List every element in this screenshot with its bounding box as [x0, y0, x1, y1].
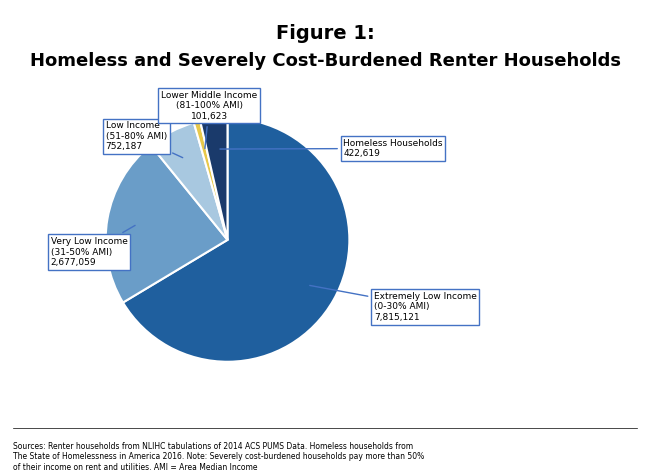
- Text: Figure 1:: Figure 1:: [276, 24, 374, 43]
- Text: Homeless Households
422,619: Homeless Households 422,619: [220, 139, 443, 158]
- Wedge shape: [151, 123, 228, 240]
- Text: Low Income
(51-80% AMI)
752,187: Low Income (51-80% AMI) 752,187: [105, 122, 183, 158]
- Wedge shape: [123, 118, 350, 362]
- Text: Lower Middle Income
(81-100% AMI)
101,623: Lower Middle Income (81-100% AMI) 101,62…: [161, 91, 257, 149]
- Wedge shape: [106, 145, 228, 303]
- Text: Homeless and Severely Cost-Burdened Renter Households: Homeless and Severely Cost-Burdened Rent…: [29, 52, 621, 70]
- Text: Sources: Renter households from NLIHC tabulations of 2014 ACS PUMS Data. Homeles: Sources: Renter households from NLIHC ta…: [13, 442, 424, 472]
- Wedge shape: [194, 121, 228, 240]
- Text: Extremely Low Income
(0-30% AMI)
7,815,121: Extremely Low Income (0-30% AMI) 7,815,1…: [310, 285, 476, 322]
- Text: Very Low Income
(31-50% AMI)
2,677,059: Very Low Income (31-50% AMI) 2,677,059: [51, 225, 135, 267]
- Wedge shape: [200, 118, 227, 240]
